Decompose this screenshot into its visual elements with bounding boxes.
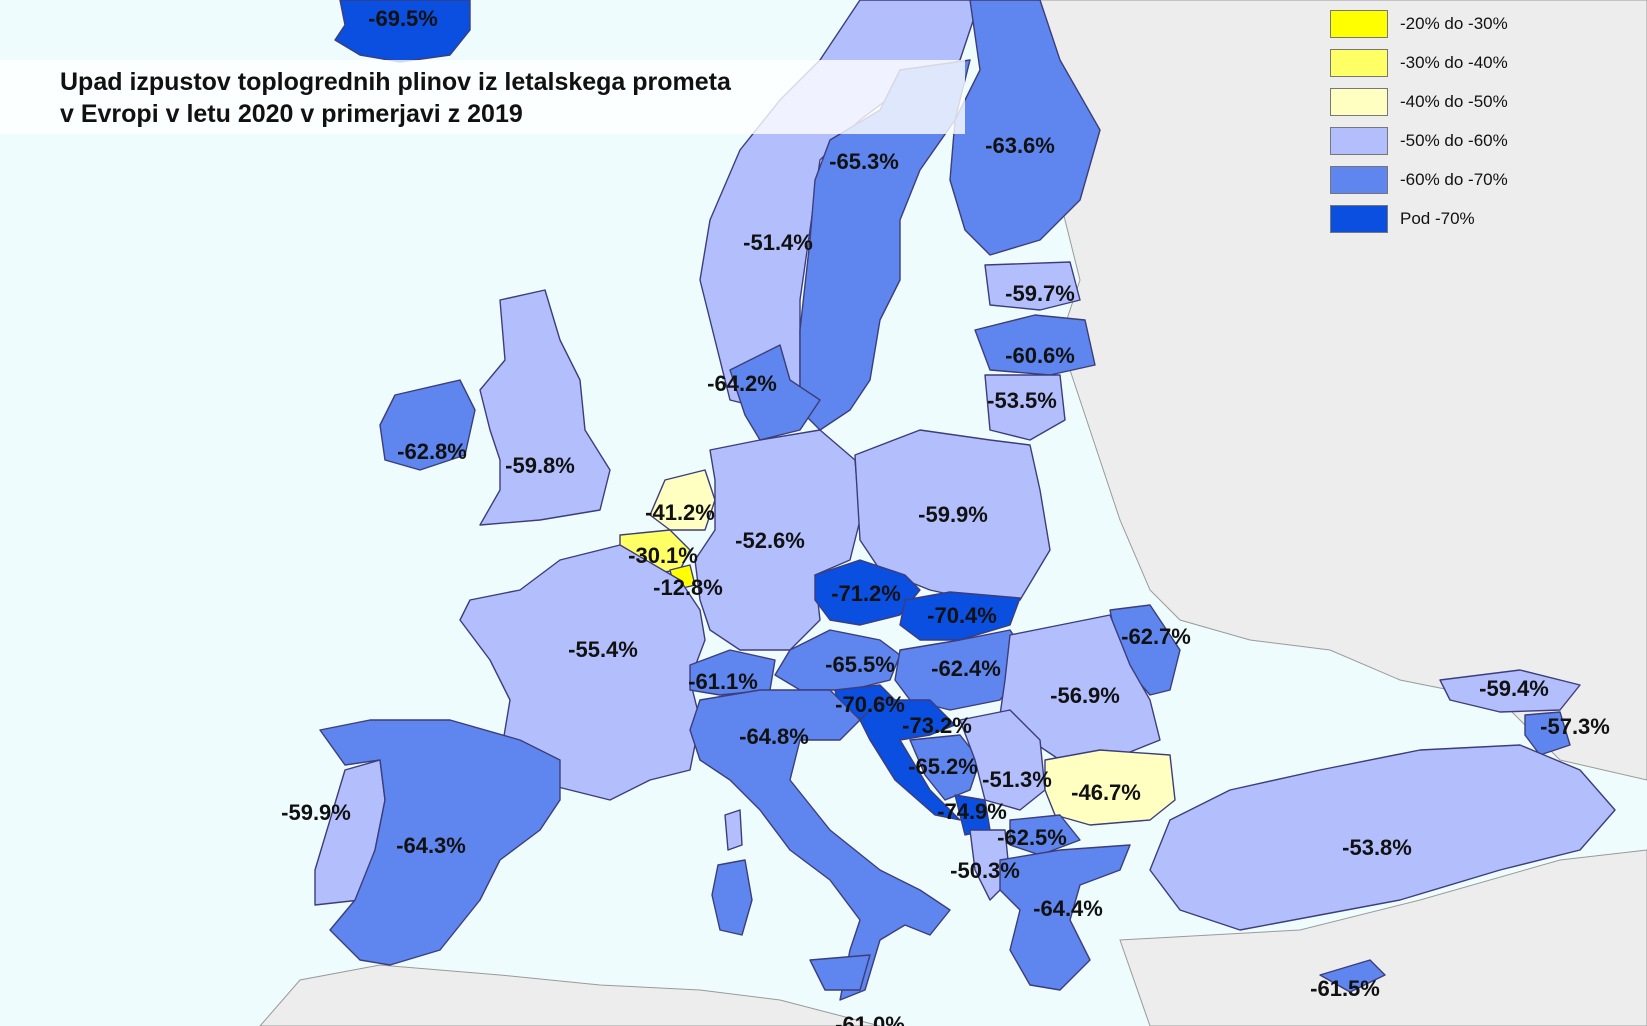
country-turkey xyxy=(1149,744,1616,931)
legend-swatch xyxy=(1330,10,1388,38)
label-germany: -52.6% xyxy=(735,528,805,553)
country-serbia xyxy=(959,709,1046,811)
country-cyprus xyxy=(1319,959,1386,993)
label-switzerland: -61.1% xyxy=(688,669,758,694)
label-turkey: -53.8% xyxy=(1342,835,1412,860)
country-italy xyxy=(689,689,951,1001)
label-serbia: -51.3% xyxy=(982,767,1052,792)
label-albania: -50.3% xyxy=(950,858,1020,883)
legend-label: -40% do -50% xyxy=(1400,92,1508,111)
map-title-line2: v Evropi v letu 2020 v primerjavi z 2019 xyxy=(60,100,523,128)
label-czechia: -71.2% xyxy=(831,581,901,606)
label-belgium: -30.1% xyxy=(628,543,698,568)
country-uk xyxy=(479,289,611,526)
country-austria xyxy=(774,629,901,691)
label-uk: -59.8% xyxy=(505,453,575,478)
label-slovenia: -70.6% xyxy=(835,692,905,717)
legend-swatch xyxy=(1330,127,1388,155)
legend-swatch xyxy=(1330,88,1388,116)
legend-swatch xyxy=(1330,49,1388,77)
land-middle-east xyxy=(1119,849,1647,1026)
label-estonia: -59.7% xyxy=(1005,281,1075,306)
country-spain xyxy=(319,719,561,966)
country-lithuania xyxy=(984,374,1066,441)
label-malta-partial: -61.0% xyxy=(835,1012,905,1026)
country-latvia xyxy=(974,314,1096,376)
land-north-africa xyxy=(259,964,881,1026)
label-hungary: -62.4% xyxy=(931,656,1001,681)
label-luxembourg: -12.8% xyxy=(653,575,723,600)
legend-item: -20% do -30% xyxy=(1330,10,1640,40)
label-armenia: -57.3% xyxy=(1540,714,1610,739)
label-ireland: -62.8% xyxy=(397,439,467,464)
country-georgia xyxy=(1439,669,1581,713)
legend-item: -30% do -40% xyxy=(1330,49,1640,79)
country-germany xyxy=(694,429,861,651)
country-denmark xyxy=(729,344,821,441)
country-romania xyxy=(999,614,1161,761)
country-slovakia xyxy=(899,591,1021,641)
label-bosnia: -65.2% xyxy=(908,754,978,779)
label-cyprus: -61.5% xyxy=(1310,976,1380,1001)
country-bulgaria xyxy=(1044,749,1176,826)
country-greece xyxy=(999,844,1131,991)
legend-label: Pod -70% xyxy=(1400,209,1475,228)
legend-swatch xyxy=(1330,205,1388,233)
country-italy-sicily xyxy=(809,954,871,991)
label-austria: -65.5% xyxy=(825,652,895,677)
country-north-macedonia xyxy=(1009,814,1081,856)
legend-label: -30% do -40% xyxy=(1400,53,1508,72)
country-czechia xyxy=(814,559,921,626)
legend-item: Pod -70% xyxy=(1330,205,1640,235)
country-croatia xyxy=(859,699,961,821)
legend-item: -50% do -60% xyxy=(1330,127,1640,157)
label-finland: -63.6% xyxy=(985,133,1055,158)
label-north-macedonia: -62.5% xyxy=(997,825,1067,850)
legend-item: -40% do -50% xyxy=(1330,88,1640,118)
map-title-line1: Upad izpustov toplogrednih plinov iz let… xyxy=(60,68,731,96)
label-denmark: -64.2% xyxy=(707,371,777,396)
label-slovakia: -70.4% xyxy=(927,603,997,628)
legend-label: -60% do -70% xyxy=(1400,170,1508,189)
label-croatia: -73.2% xyxy=(902,713,972,738)
country-france-corsica xyxy=(724,809,743,851)
percentage-labels: -69.5% -51.4% -65.3% -63.6% -59.7% -60.6… xyxy=(281,6,1610,1026)
label-netherlands: -41.2% xyxy=(645,500,715,525)
country-france xyxy=(459,544,706,801)
country-hungary xyxy=(894,629,1031,711)
label-montenegro: -74.9% xyxy=(937,799,1007,824)
label-latvia: -60.6% xyxy=(1005,343,1075,368)
country-bosnia xyxy=(909,734,981,801)
legend-label: -20% do -30% xyxy=(1400,14,1508,33)
label-iceland: -69.5% xyxy=(368,6,438,31)
label-bulgaria: -46.7% xyxy=(1071,780,1141,805)
label-georgia: -59.4% xyxy=(1479,676,1549,701)
label-lithuania: -53.5% xyxy=(987,388,1057,413)
title-banner: Upad izpustov toplogrednih plinov iz let… xyxy=(0,60,965,134)
legend-item: -60% do -70% xyxy=(1330,166,1640,196)
country-ireland xyxy=(379,379,476,471)
legend-label: -50% do -60% xyxy=(1400,131,1508,150)
label-poland: -59.9% xyxy=(918,502,988,527)
label-moldova: -62.7% xyxy=(1121,624,1191,649)
label-sweden: -65.3% xyxy=(829,149,899,174)
legend-swatch xyxy=(1330,166,1388,194)
country-netherlands xyxy=(649,469,716,531)
label-romania: -56.9% xyxy=(1050,683,1120,708)
country-italy-sardinia xyxy=(711,859,753,936)
label-greece: -64.4% xyxy=(1033,896,1103,921)
label-norway: -51.4% xyxy=(743,230,813,255)
label-spain: -64.3% xyxy=(396,833,466,858)
label-france: -55.4% xyxy=(568,637,638,662)
country-estonia xyxy=(984,261,1081,311)
label-portugal: -59.9% xyxy=(281,800,351,825)
label-italy: -64.8% xyxy=(739,724,809,749)
country-armenia xyxy=(1524,711,1571,756)
